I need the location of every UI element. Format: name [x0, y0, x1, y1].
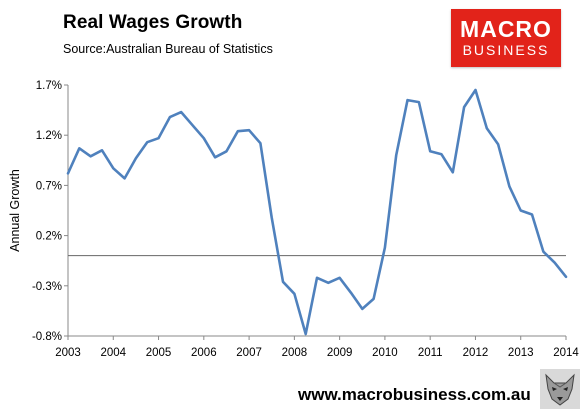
x-tick-label: 2009	[327, 347, 353, 359]
wolf-head-icon	[540, 369, 580, 409]
x-tick-label: 2010	[372, 347, 398, 359]
x-tick-label: 2004	[100, 347, 126, 359]
chart-title: Real Wages Growth	[63, 12, 243, 33]
y-tick-label: 1.2%	[36, 130, 62, 142]
chart-series-group	[66, 88, 568, 336]
macrobusiness-logo: MACRO BUSINESS	[451, 9, 561, 67]
x-tick-label: 2006	[191, 347, 217, 359]
x-tick-label: 2003	[55, 347, 81, 359]
chart-source: Source:Australian Bureau of Statistics	[63, 42, 273, 56]
y-axis-label: Annual Growth	[8, 169, 22, 252]
x-tick-label: 2013	[508, 347, 534, 359]
series-line-real-wages	[66, 88, 568, 336]
y-tick-label: -0.3%	[32, 281, 62, 293]
x-tick-label: 2011	[418, 347, 443, 359]
x-tick-label: 2014	[553, 347, 579, 359]
y-tick-label: 1.7%	[36, 80, 62, 92]
website-url: www.macrobusiness.com.au	[298, 385, 531, 404]
y-tick-label: 0.2%	[36, 231, 62, 243]
logo-line-business: BUSINESS	[462, 42, 550, 58]
x-tick-label: 2008	[282, 347, 308, 359]
y-tick-label: -0.8%	[32, 331, 62, 343]
y-tick-label: 0.7%	[36, 180, 62, 192]
x-tick-label: 2005	[146, 347, 172, 359]
x-tick-label: 2012	[463, 347, 489, 359]
chart-axes: 1.7% 1.2% 0.7% 0.2% -0.3% -0.8% 2003 2004 2005 20…	[8, 80, 579, 359]
x-tick-label: 2007	[236, 347, 262, 359]
logo-line-macro: MACRO	[460, 16, 552, 42]
